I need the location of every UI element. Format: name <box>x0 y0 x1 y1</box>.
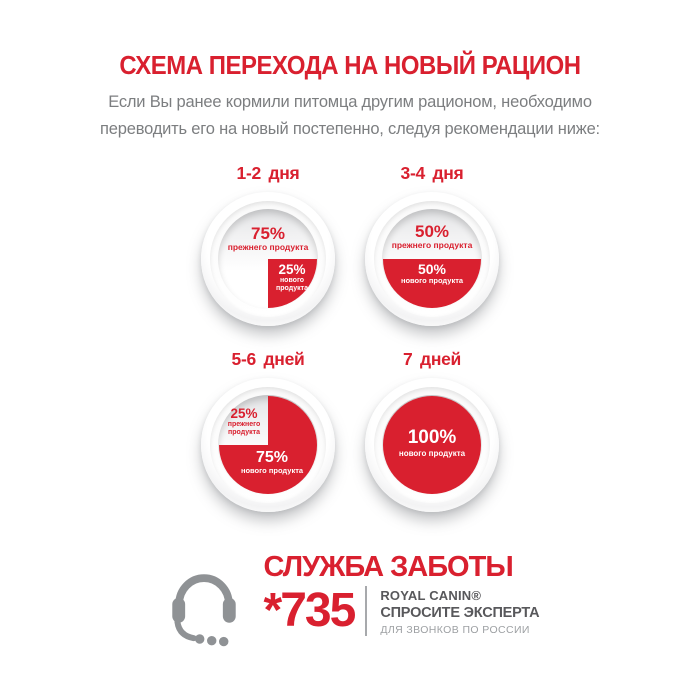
new-share-caption: нового продукта <box>398 449 466 458</box>
old-share-caption: прежнего продукта <box>227 242 309 252</box>
period-label: 7 дней <box>403 349 461 369</box>
old-share-caption: прежнего продукта <box>391 240 473 250</box>
phone-row: *735 ROYAL CANIN® СПРОСИТЕ ЭКСПЕРТА ДЛЯ … <box>264 586 540 636</box>
brand-block: ROYAL CANIN® СПРОСИТЕ ЭКСПЕРТА ДЛЯ ЗВОНК… <box>380 587 539 636</box>
new-product-share: 50% нового продукта <box>382 261 482 285</box>
bowls-row-2: 5-6 дней 25% прежнего продукта 75% новог… <box>0 349 700 512</box>
bowls-grid: 1-2 дня 75% прежнего продукта 25% нового… <box>0 163 700 512</box>
old-product-share: 25% прежнего продукта <box>221 406 267 437</box>
ask-expert-label: СПРОСИТЕ ЭКСПЕРТА <box>380 604 540 621</box>
new-share-percent: 50% <box>417 261 447 277</box>
food-bowl: 50% прежнего продукта 50% нового продукт… <box>365 192 499 326</box>
calls-note: ДЛЯ ЗВОНКОВ ПО РОССИИ <box>380 623 530 636</box>
care-service-title: СЛУЖБА ЗАБОТЫ <box>263 551 514 583</box>
page-subtitle: Если Вы ранее кормили питомца другим рац… <box>0 89 700 142</box>
food-bowl: 75% прежнего продукта 25% нового продукт… <box>201 192 335 326</box>
new-product-share: 75% нового продукта <box>226 449 318 475</box>
pie-chart <box>383 396 481 494</box>
new-share-caption: нового продукта <box>276 277 308 292</box>
pie-chart <box>219 210 317 308</box>
period-label: 5-6 дней <box>231 349 305 369</box>
old-product-share: 50% прежнего продукта <box>382 222 482 251</box>
old-product-share: 75% прежнего продукта <box>218 224 318 253</box>
bowl-card-days-1-2: 1-2 дня 75% прежнего продукта 25% нового… <box>186 163 350 326</box>
new-product-share: 100% нового продукта <box>382 427 482 458</box>
bowl-well: 25% прежнего продукта 75% нового продукт… <box>218 395 318 495</box>
care-service-footer: СЛУЖБА ЗАБОТЫ *735 ROYAL CANIN® СПРОСИТЕ… <box>0 552 700 651</box>
old-share-caption: прежнего продукта <box>227 421 261 436</box>
bowl-card-day-7: 7 дней 100% нового продукта <box>350 349 514 512</box>
bowl-well: 75% прежнего продукта 25% нового продукт… <box>218 209 318 309</box>
new-share-caption: нового продукта <box>240 466 304 475</box>
bowl-well: 50% прежнего продукта 50% нового продукт… <box>382 209 482 309</box>
food-bowl: 100% нового продукта <box>365 378 499 512</box>
new-share-percent: 100% <box>407 427 457 448</box>
pie-chart <box>383 210 481 308</box>
bowls-row-1: 1-2 дня 75% прежнего продукта 25% нового… <box>0 163 700 326</box>
new-share-caption: нового продукта <box>400 276 464 285</box>
food-bowl: 25% прежнего продукта 75% нового продукт… <box>201 378 335 512</box>
new-share-percent: 75% <box>255 449 289 466</box>
bowl-card-days-5-6: 5-6 дней 25% прежнего продукта 75% новог… <box>186 349 350 512</box>
care-service-text: СЛУЖБА ЗАБОТЫ *735 ROYAL CANIN® СПРОСИТЕ… <box>264 552 540 636</box>
new-share-percent: 25% <box>278 262 306 277</box>
period-label: 1-2 дня <box>236 163 300 183</box>
brand-name: ROYAL CANIN® <box>380 587 482 603</box>
page-title: СХЕМА ПЕРЕХОДА НА НОВЫЙ РАЦИОН <box>119 50 581 80</box>
bowl-well: 100% нового продукта <box>382 395 482 495</box>
bowl-card-days-3-4: 3-4 дня 50% прежнего продукта 50% нового… <box>350 163 514 326</box>
vertical-divider <box>365 586 368 636</box>
new-product-share: 25% нового продукта <box>270 262 314 292</box>
pie-chart <box>219 396 317 494</box>
subtitle-line-2: переводить его на новый постепенно, след… <box>100 119 600 138</box>
subtitle-line-1: Если Вы ранее кормили питомца другим рац… <box>108 93 592 111</box>
period-label: 3-4 дня <box>400 163 464 183</box>
old-share-percent: 50% <box>414 222 450 241</box>
phone-number: *735 <box>263 584 357 637</box>
old-share-percent: 25% <box>230 406 258 421</box>
headset-icon <box>171 574 236 647</box>
old-share-percent: 75% <box>250 224 286 243</box>
